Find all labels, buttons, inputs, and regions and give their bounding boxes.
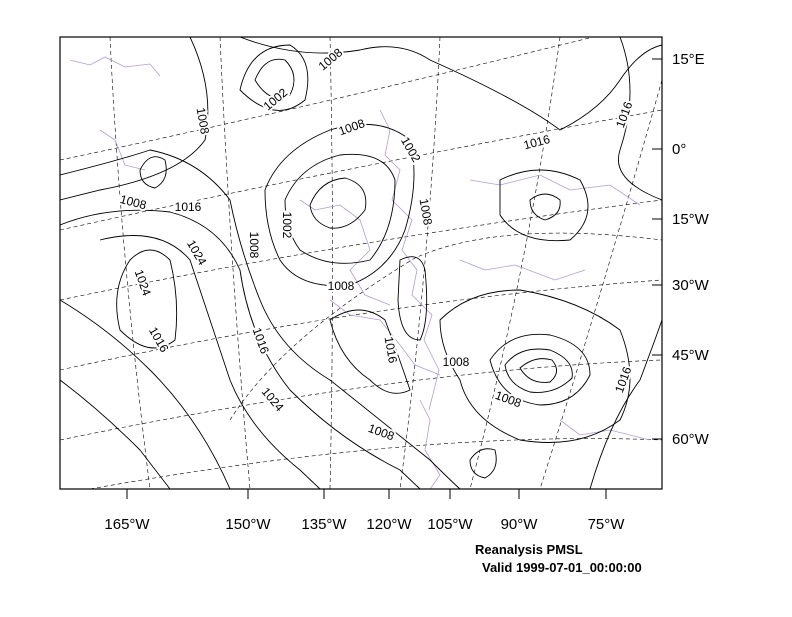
y-tick-label: 60°W bbox=[672, 431, 710, 448]
caption-valid: Valid 1999-07-01_00:00:00 bbox=[482, 560, 642, 575]
y-tick-label: 0° bbox=[672, 141, 686, 158]
contour-label: 1008 bbox=[493, 388, 523, 410]
y-tick-label: 30°W bbox=[672, 277, 710, 294]
contour-label: 1008 bbox=[328, 279, 355, 293]
contour-label: 1008 bbox=[194, 106, 212, 135]
x-tick-label: 150°W bbox=[225, 516, 271, 533]
contour-label: 1024 bbox=[184, 238, 210, 268]
contour-label: 1016 bbox=[382, 335, 400, 364]
contour-label: 1008 bbox=[119, 192, 149, 213]
contour-label: 1024 bbox=[259, 385, 287, 415]
x-tick-label: 90°W bbox=[501, 516, 539, 533]
contour-label: 1024 bbox=[132, 268, 154, 298]
map-frame bbox=[59, 36, 663, 490]
contour-label: 1008 bbox=[337, 116, 367, 138]
y-tick-label: 15°E bbox=[672, 51, 705, 68]
labels: 165°W 150°W 135°W 120°W 105°W 90°W 75°W 15°E 0° 1… bbox=[104, 43, 710, 533]
graticule bbox=[60, 37, 662, 489]
contour-label: 1008 bbox=[443, 355, 470, 369]
x-tick-label: 75°W bbox=[588, 516, 626, 533]
x-tick-label: 105°W bbox=[427, 516, 473, 533]
map-content bbox=[60, 37, 662, 489]
y-tick-label: 45°W bbox=[672, 347, 710, 364]
contour-label: 1002 bbox=[261, 85, 291, 113]
contour-label: 1008 bbox=[417, 197, 435, 226]
x-tick-label: 135°W bbox=[301, 516, 347, 533]
contour-label: 1008 bbox=[366, 421, 396, 443]
contour-label: 1008 bbox=[247, 232, 261, 259]
contour-label: 1002 bbox=[398, 135, 424, 165]
contour-label: 1016 bbox=[146, 325, 172, 355]
contour-label: 1016 bbox=[250, 326, 272, 356]
caption-title: Reanalysis PMSL bbox=[475, 542, 583, 557]
contour-label: 1016 bbox=[612, 364, 634, 394]
contour-label: 1016 bbox=[613, 99, 635, 129]
contour-label: 1002 bbox=[280, 212, 294, 239]
y-tick-label: 15°W bbox=[672, 211, 710, 228]
contour-label: 1016 bbox=[175, 200, 202, 214]
x-tick-label: 165°W bbox=[104, 516, 150, 533]
isobars bbox=[60, 37, 662, 489]
contour-label: 1008 bbox=[316, 45, 346, 73]
x-tick-label: 120°W bbox=[366, 516, 412, 533]
